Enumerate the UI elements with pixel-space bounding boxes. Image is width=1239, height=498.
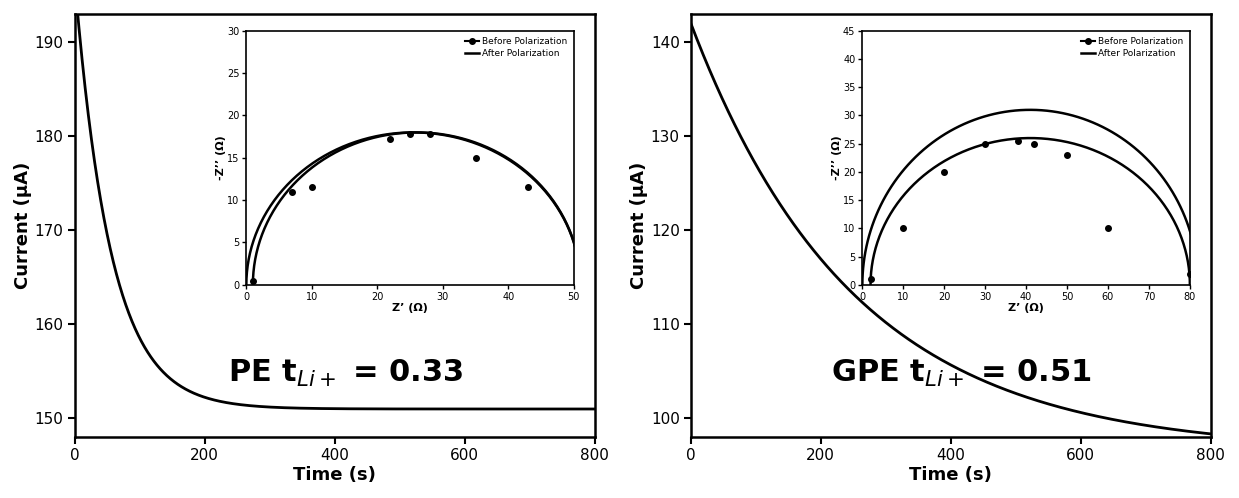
X-axis label: Time (s): Time (s) <box>909 466 992 484</box>
Text: GPE t$_{Li+}$ = 0.51: GPE t$_{Li+}$ = 0.51 <box>831 358 1092 389</box>
Y-axis label: Current (μA): Current (μA) <box>629 162 648 289</box>
X-axis label: Time (s): Time (s) <box>294 466 377 484</box>
Text: PE t$_{Li+}$ = 0.33: PE t$_{Li+}$ = 0.33 <box>228 358 462 389</box>
Y-axis label: Current (μA): Current (μA) <box>14 162 32 289</box>
